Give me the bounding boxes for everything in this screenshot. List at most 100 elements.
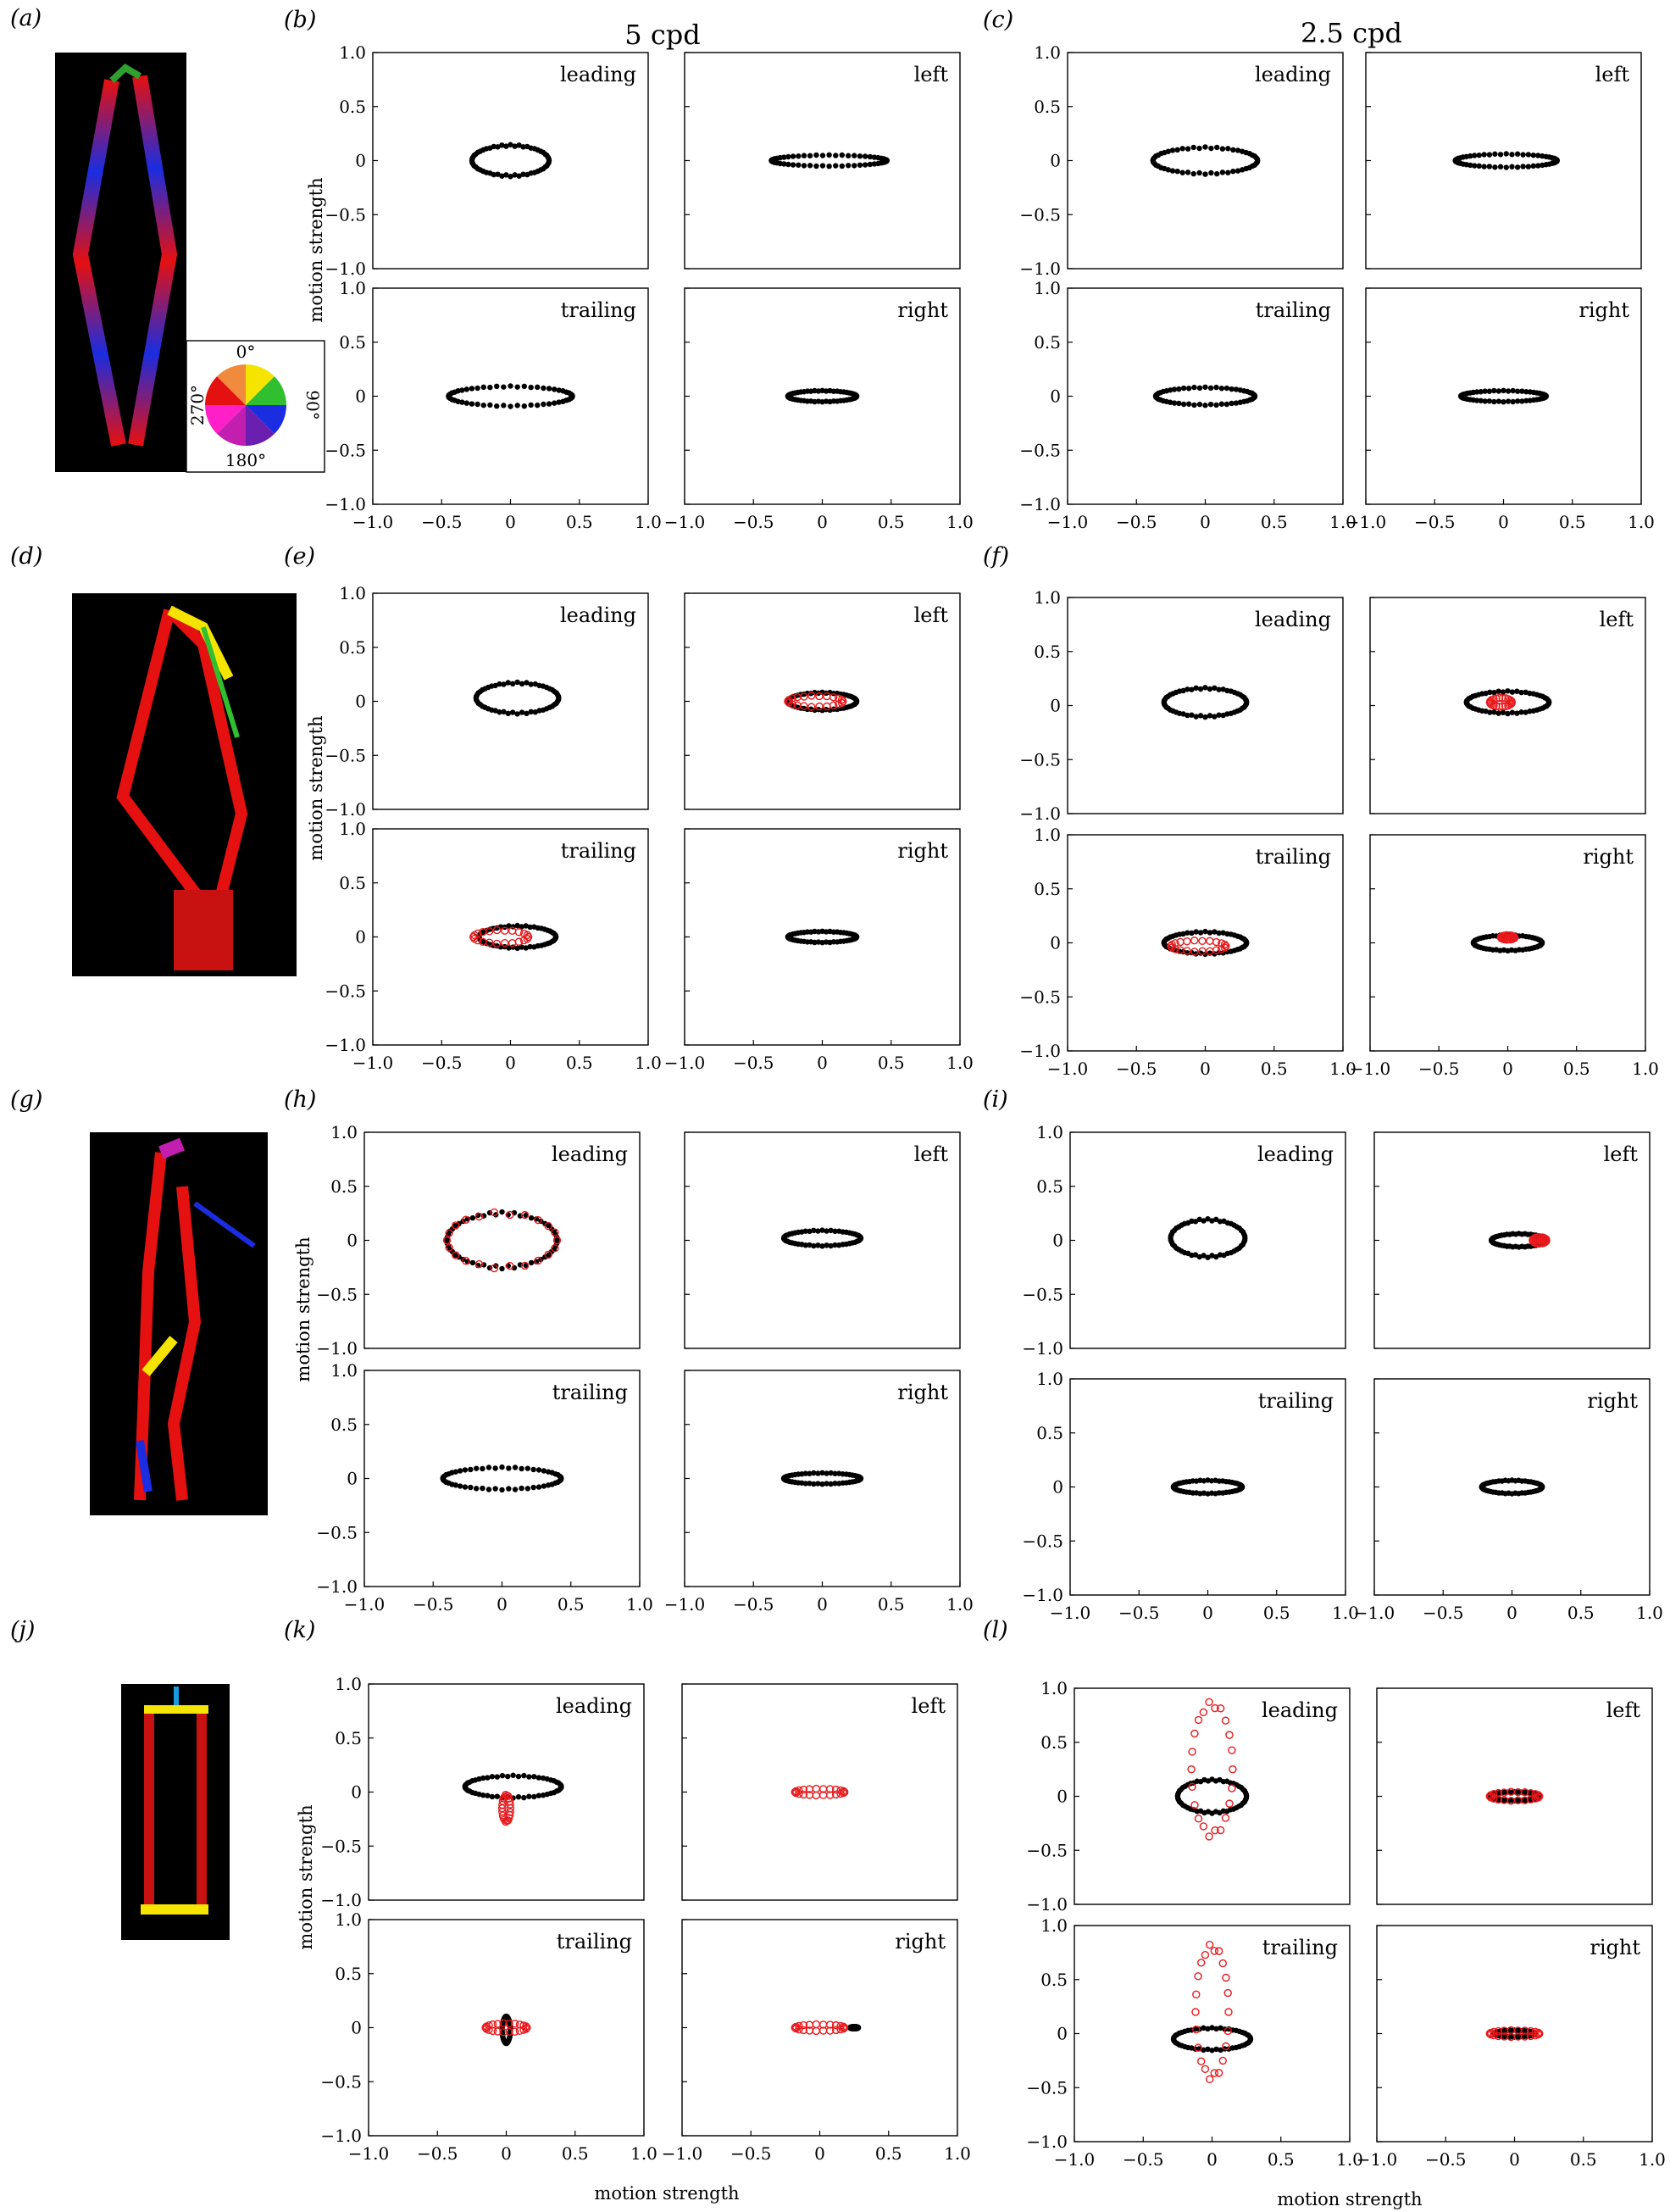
data-point-filled	[457, 1468, 463, 1474]
data-point-open	[462, 1215, 470, 1224]
data-point-filled	[1495, 388, 1502, 394]
data-point-filled	[489, 1793, 496, 1800]
y-tick-label: −0.5	[325, 440, 366, 460]
data-point-filled	[521, 403, 527, 409]
data-point-filled	[1197, 686, 1204, 692]
data-point-open	[1216, 1704, 1225, 1713]
data-point-filled	[1251, 394, 1257, 400]
subplot-label-trailing: trailing	[561, 298, 636, 322]
data-point-filled	[495, 144, 501, 150]
data-point-filled	[853, 699, 860, 705]
data-point-open	[506, 1808, 514, 1816]
data-point-open	[812, 2026, 821, 2036]
data-point-open	[492, 925, 502, 935]
y-tick-label: 0	[355, 151, 366, 171]
data-point-open	[474, 1212, 484, 1221]
x-tick-label: 0	[505, 1053, 516, 1073]
data-point-filled	[781, 161, 787, 167]
data-point-filled	[473, 1465, 480, 1471]
subplot-left: left	[684, 52, 961, 270]
data-point-filled	[508, 174, 513, 180]
y-tick-label: 0.5	[1034, 879, 1061, 899]
data-point-filled	[813, 152, 819, 158]
data-point-filled	[1472, 153, 1478, 158]
data-point-filled	[1491, 709, 1497, 715]
data-point-open	[506, 1800, 514, 1809]
data-point-filled	[807, 1228, 813, 1235]
y-tick-label: 1.0	[1034, 42, 1061, 63]
data-point-open	[1526, 1795, 1535, 1804]
y-tick-label: 1.0	[330, 1122, 358, 1142]
data-point-filled	[828, 1470, 834, 1476]
x-tick-label: 0	[497, 1594, 508, 1615]
data-point-open	[1191, 2008, 1200, 2016]
chart-group-l: −1.0 −0.5 0 0.5 1.0 leading left −1.0 −0.5 0 0.5 1.…	[1026, 1678, 1665, 2170]
wheel-label-180: 180°	[225, 450, 266, 470]
subplot-right: −1.0 −0.5 0 0.5 1.0 right	[1350, 834, 1659, 1079]
data-point-filled	[1180, 385, 1187, 392]
data-point-filled	[1193, 685, 1199, 691]
data-point-open	[1535, 1792, 1544, 1801]
subplot-label-leading: leading	[560, 63, 636, 86]
y-tick-label: −0.5	[1019, 987, 1061, 1007]
y-tick-label: −1.0	[1019, 258, 1061, 279]
x-tick-label: −0.5	[421, 1053, 463, 1073]
data-point-filled	[480, 1465, 485, 1472]
data-point-open	[807, 692, 816, 700]
data-point-filled	[1205, 1254, 1211, 1260]
data-point-filled	[1213, 1253, 1219, 1260]
y-tick-label: 0	[1050, 151, 1061, 171]
data-point-open	[490, 1264, 498, 1273]
subplot-label-right: right	[1587, 1389, 1638, 1413]
data-point-filled	[1207, 385, 1214, 392]
data-point-filled	[1212, 714, 1218, 720]
data-point-filled	[1185, 712, 1190, 719]
data-point-open	[1500, 2026, 1509, 2035]
y-tick-label: −1.0	[1022, 1338, 1063, 1359]
stimulus-image-g	[90, 1132, 268, 1515]
data-point-filled	[1216, 686, 1222, 692]
x-tick-label: 0.5	[1268, 2149, 1295, 2170]
data-point-filled	[1185, 386, 1192, 392]
data-point-open	[1197, 2057, 1206, 2065]
subplot-label-right: right	[897, 839, 948, 863]
data-point-open	[839, 1788, 848, 1798]
subplot-label-leading: leading	[1257, 1142, 1334, 1166]
data-point-filled	[1243, 701, 1250, 707]
data-point-filled	[468, 1466, 474, 1473]
x-tick-label: −1.0	[664, 1053, 706, 1073]
data-point-open	[1492, 702, 1501, 710]
data-point-open	[1190, 936, 1199, 945]
data-point-open	[831, 2020, 841, 2030]
data-point-filled	[1180, 401, 1187, 408]
x-axis-label-k: motion strength	[594, 2183, 739, 2204]
data-point-open	[1526, 2026, 1535, 2036]
data-point-open	[523, 935, 532, 943]
data-point-filled	[505, 1773, 511, 1780]
data-point-open	[1190, 948, 1199, 956]
data-point-filled	[1239, 148, 1246, 154]
data-point-open	[452, 1251, 460, 1259]
data-point-filled	[815, 1470, 821, 1476]
data-point-filled	[1482, 398, 1488, 404]
data-point-filled	[1223, 385, 1230, 392]
subplot-leading: −1.0 −0.5 0 0.5 1.0 leading	[1026, 1678, 1351, 1915]
data-point-filled	[485, 1792, 491, 1798]
subplot-left: left	[681, 1683, 958, 1901]
data-point-filled	[540, 1775, 546, 1781]
data-point-filled	[530, 1484, 536, 1491]
x-tick-label: 0	[817, 512, 828, 532]
panel-letter-b: (b)	[284, 7, 316, 33]
data-point-filled	[1167, 399, 1173, 405]
x-tick-label: 0	[505, 512, 516, 532]
x-tick-label: −1.0	[664, 1594, 706, 1615]
plot-grid: −1.0 −0.5 0 0.5 1.0 leading left −1.0 −0.5 0 0.5 1.…	[316, 42, 1665, 2170]
data-point-filled	[1497, 164, 1504, 170]
data-point-filled	[1243, 1795, 1250, 1801]
data-point-open	[837, 698, 846, 708]
data-point-open	[1520, 2032, 1529, 2041]
y-tick-label: −0.5	[1026, 2077, 1068, 2098]
data-point-filled	[1509, 709, 1516, 715]
data-point-open	[1223, 1988, 1232, 1998]
